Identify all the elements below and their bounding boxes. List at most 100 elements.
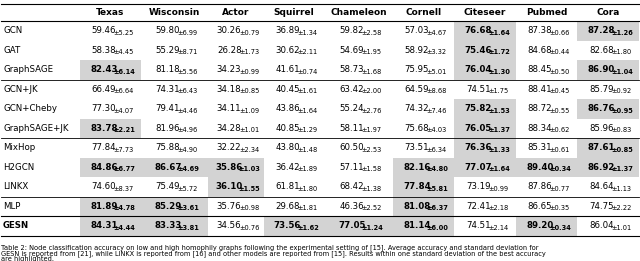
Text: 75.95: 75.95 <box>404 65 429 74</box>
Bar <box>80 197 141 216</box>
Text: 35.76: 35.76 <box>217 202 241 211</box>
Text: ±4.96: ±4.96 <box>177 127 198 133</box>
Text: GESN is reported from [21], while LINKX is reported from [16] and other models a: GESN is reported from [21], while LINKX … <box>1 250 546 257</box>
Text: 74.60: 74.60 <box>92 182 116 191</box>
Text: ±0.50: ±0.50 <box>550 69 570 75</box>
Text: ±4.03: ±4.03 <box>426 127 447 133</box>
Text: ±1.80: ±1.80 <box>297 186 317 192</box>
Text: 88.45: 88.45 <box>527 65 552 74</box>
Text: 76.36: 76.36 <box>465 143 492 152</box>
Bar <box>454 60 516 80</box>
Text: ±2.52: ±2.52 <box>362 205 381 211</box>
Text: ±1.33: ±1.33 <box>488 146 510 152</box>
Text: ±1.64: ±1.64 <box>488 166 510 172</box>
Text: ±0.92: ±0.92 <box>611 88 632 94</box>
Text: ±3.61: ±3.61 <box>177 205 200 211</box>
Bar <box>392 157 454 177</box>
Text: 34.23: 34.23 <box>217 65 241 74</box>
Bar <box>577 60 639 80</box>
Text: 84.64: 84.64 <box>589 182 614 191</box>
Text: 74.32: 74.32 <box>404 104 429 113</box>
Text: Actor: Actor <box>222 8 250 17</box>
Text: 59.82: 59.82 <box>339 26 364 35</box>
Text: 41.61: 41.61 <box>275 65 300 74</box>
Text: 75.46: 75.46 <box>465 46 492 55</box>
Text: 83.33: 83.33 <box>154 221 182 230</box>
Text: 88.41: 88.41 <box>527 85 552 94</box>
Text: 40.45: 40.45 <box>275 85 300 94</box>
Text: 81.96: 81.96 <box>156 124 180 133</box>
Text: ±6.34: ±6.34 <box>426 146 447 152</box>
Text: ±6.14: ±6.14 <box>113 69 136 75</box>
Text: ±2.18: ±2.18 <box>488 205 508 211</box>
Text: 79.41: 79.41 <box>156 104 180 113</box>
Text: ±1.37: ±1.37 <box>611 166 633 172</box>
Text: ±0.83: ±0.83 <box>611 127 632 133</box>
Bar <box>392 216 454 235</box>
Text: 81.14: 81.14 <box>403 221 431 230</box>
Text: MixHop: MixHop <box>3 143 35 152</box>
Text: ±5.72: ±5.72 <box>177 186 198 192</box>
Text: 89.20: 89.20 <box>526 221 554 230</box>
Text: 88.72: 88.72 <box>527 104 552 113</box>
Text: 74.75: 74.75 <box>589 202 614 211</box>
Text: GCN: GCN <box>3 26 22 35</box>
Text: GAT: GAT <box>3 46 20 55</box>
Text: ±0.74: ±0.74 <box>297 69 317 75</box>
Text: 85.31: 85.31 <box>527 143 552 152</box>
Bar <box>80 118 141 138</box>
Text: ±1.03: ±1.03 <box>239 166 260 172</box>
Text: ±1.64: ±1.64 <box>488 29 510 35</box>
Text: ±1.58: ±1.58 <box>362 166 381 172</box>
Text: ±4.90: ±4.90 <box>177 146 198 152</box>
Text: Chameleon: Chameleon <box>330 8 387 17</box>
Text: Citeseer: Citeseer <box>464 8 506 17</box>
Bar <box>577 99 639 118</box>
Text: ±2.58: ±2.58 <box>362 29 381 35</box>
Text: ±8.71: ±8.71 <box>177 49 198 55</box>
Text: GESN: GESN <box>3 221 29 230</box>
Text: 57.11: 57.11 <box>339 163 364 172</box>
Text: ±4.80: ±4.80 <box>426 166 448 172</box>
Text: 85.79: 85.79 <box>589 85 614 94</box>
Text: 75.82: 75.82 <box>465 104 492 113</box>
Text: 74.51: 74.51 <box>466 85 491 94</box>
Text: ±0.77: ±0.77 <box>550 186 570 192</box>
Text: 82.16: 82.16 <box>403 163 431 172</box>
Text: 86.65: 86.65 <box>527 202 552 211</box>
Text: Texas: Texas <box>97 8 125 17</box>
Text: 77.07: 77.07 <box>465 163 492 172</box>
Text: ±0.95: ±0.95 <box>611 108 633 114</box>
Text: ±4.44: ±4.44 <box>113 224 136 230</box>
Text: ±2.34: ±2.34 <box>239 146 259 152</box>
Text: 58.73: 58.73 <box>339 65 364 74</box>
Text: 84.68: 84.68 <box>527 46 552 55</box>
Text: H2GCN: H2GCN <box>3 163 35 172</box>
Text: ±4.69: ±4.69 <box>177 166 200 172</box>
Text: ±0.99: ±0.99 <box>239 69 259 75</box>
Text: 58.92: 58.92 <box>404 46 429 55</box>
Text: Squirrel: Squirrel <box>274 8 314 17</box>
Text: ±2.22: ±2.22 <box>611 205 632 211</box>
Bar <box>577 138 639 157</box>
Text: ±1.64: ±1.64 <box>297 108 317 114</box>
Text: 85.29: 85.29 <box>154 202 182 211</box>
Text: ±2.53: ±2.53 <box>362 146 381 152</box>
Text: 89.40: 89.40 <box>526 163 554 172</box>
Text: 75.49: 75.49 <box>156 182 180 191</box>
Bar <box>454 138 516 157</box>
Text: 55.24: 55.24 <box>339 104 364 113</box>
Text: 86.92: 86.92 <box>588 163 615 172</box>
Text: 88.34: 88.34 <box>527 124 552 133</box>
Text: 81.89: 81.89 <box>90 202 118 211</box>
Text: MLP: MLP <box>3 202 20 211</box>
Text: LINKX: LINKX <box>3 182 28 191</box>
Text: ±0.35: ±0.35 <box>550 205 570 211</box>
Bar <box>80 60 141 80</box>
Text: ±3.32: ±3.32 <box>426 49 447 55</box>
Text: ±2.21: ±2.21 <box>113 127 136 133</box>
Text: 75.88: 75.88 <box>156 143 180 152</box>
Text: ±5.81: ±5.81 <box>426 186 448 192</box>
Text: ±2.11: ±2.11 <box>297 49 317 55</box>
Bar <box>141 216 208 235</box>
